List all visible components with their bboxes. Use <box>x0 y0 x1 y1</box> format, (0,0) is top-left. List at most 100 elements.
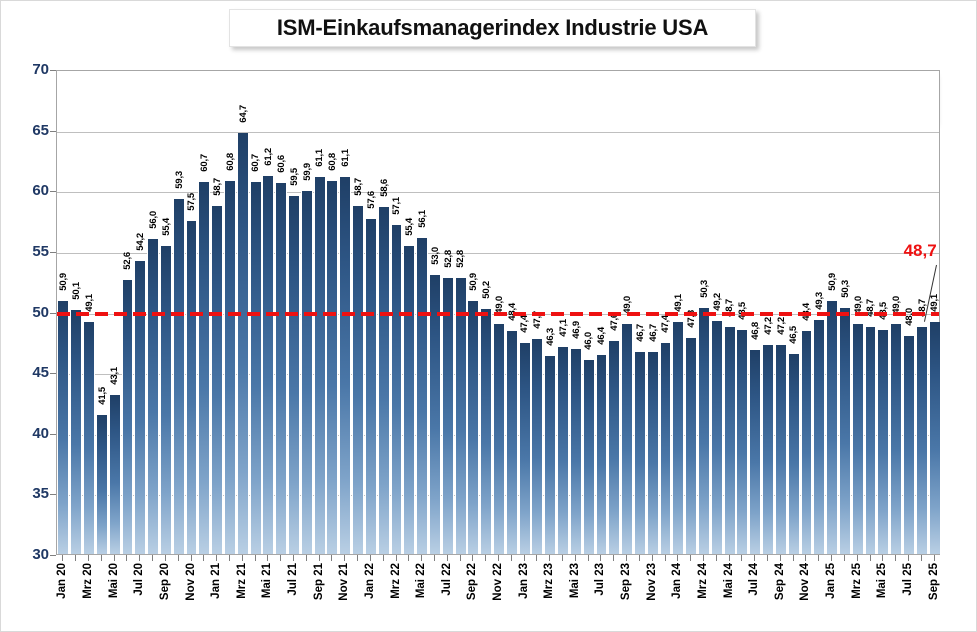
bar[interactable] <box>416 237 429 554</box>
bar[interactable] <box>544 356 557 554</box>
x-axis-tick-mark <box>702 555 704 561</box>
bar[interactable] <box>608 340 621 554</box>
bar[interactable] <box>749 350 762 554</box>
bar[interactable] <box>723 327 736 554</box>
bar[interactable] <box>505 330 518 554</box>
bar[interactable] <box>275 182 288 554</box>
bar-value-label: 46,7 <box>634 323 646 342</box>
bar[interactable] <box>313 176 326 554</box>
x-axis-tick-mark <box>895 555 897 561</box>
bar[interactable] <box>915 327 928 554</box>
bar-value-label: 57,1 <box>391 197 403 216</box>
gridline <box>57 131 939 133</box>
x-axis-tick-label: Mai 24 <box>722 563 735 599</box>
bar[interactable] <box>787 353 800 554</box>
bar[interactable] <box>877 329 890 554</box>
bar[interactable] <box>826 300 839 554</box>
bar[interactable] <box>569 349 582 554</box>
bar[interactable] <box>441 277 454 554</box>
bar[interactable] <box>147 238 160 554</box>
bar[interactable] <box>774 345 787 554</box>
bar[interactable] <box>108 395 121 554</box>
bar-value-label: 41,5 <box>96 386 108 405</box>
y-axis-tick-label: 55 <box>32 242 49 260</box>
bar[interactable] <box>70 310 83 554</box>
bar-value-label: 61,1 <box>314 148 326 167</box>
y-axis-tick-mark <box>50 494 56 496</box>
bar[interactable] <box>352 206 365 554</box>
bar[interactable] <box>928 322 941 554</box>
bar-value-label: 50,2 <box>480 281 492 299</box>
bar[interactable] <box>736 329 749 554</box>
bar[interactable] <box>838 307 851 554</box>
bar[interactable] <box>326 180 339 554</box>
x-axis-tick-label: Nov 20 <box>184 563 197 601</box>
bar[interactable] <box>813 320 826 554</box>
bar[interactable] <box>198 181 211 554</box>
bar[interactable] <box>493 323 505 554</box>
bar[interactable] <box>685 338 698 554</box>
bar[interactable] <box>762 345 774 554</box>
x-axis-tick-label: Mrz 21 <box>235 563 248 599</box>
bar-value-label: 59,5 <box>288 168 300 187</box>
bar-value-label: 60,7 <box>250 153 262 172</box>
bar[interactable] <box>377 207 390 554</box>
bar[interactable] <box>890 323 903 554</box>
x-axis-tick-mark <box>600 555 602 561</box>
bar[interactable] <box>518 343 531 554</box>
bar[interactable] <box>185 220 198 554</box>
x-axis-tick-mark <box>818 555 820 561</box>
bar-value-label: 60,8 <box>327 152 339 171</box>
bar[interactable] <box>262 175 275 554</box>
bar[interactable] <box>134 260 147 554</box>
bar[interactable] <box>390 225 403 554</box>
bar[interactable] <box>300 191 313 554</box>
bar[interactable] <box>83 322 95 554</box>
bar[interactable] <box>557 346 569 554</box>
bar[interactable] <box>364 219 377 554</box>
bar[interactable] <box>288 196 300 554</box>
bar-value-label: 50,9 <box>58 272 70 291</box>
bar[interactable] <box>659 343 672 554</box>
x-axis-tick-mark <box>139 555 141 561</box>
bar[interactable] <box>595 355 608 554</box>
bar[interactable] <box>95 414 108 554</box>
bar[interactable] <box>467 300 480 554</box>
bar[interactable] <box>646 351 659 554</box>
bar[interactable] <box>57 300 70 554</box>
bar[interactable] <box>698 307 710 554</box>
bar[interactable] <box>800 330 813 554</box>
bar[interactable] <box>428 275 441 554</box>
bar[interactable] <box>121 279 134 554</box>
bar[interactable] <box>249 181 262 554</box>
bar[interactable] <box>621 323 634 554</box>
bar[interactable] <box>672 322 685 554</box>
x-axis-tick-mark <box>907 555 909 561</box>
bar[interactable] <box>211 206 224 554</box>
bar[interactable] <box>480 309 493 554</box>
bar[interactable] <box>582 360 595 554</box>
bar[interactable] <box>159 246 172 554</box>
bar-value-label: 60,7 <box>199 153 211 172</box>
bar[interactable] <box>851 323 864 554</box>
x-axis-tick-mark <box>62 555 64 561</box>
bar[interactable] <box>903 335 915 554</box>
x-axis-tick-mark <box>613 555 615 561</box>
bar[interactable] <box>236 133 249 554</box>
x-axis-tick-mark <box>293 555 294 561</box>
bar[interactable] <box>710 321 723 554</box>
x-axis-tick-mark <box>831 555 833 561</box>
bar[interactable] <box>223 180 236 554</box>
x-axis-tick-mark <box>626 555 628 561</box>
bar[interactable] <box>339 176 352 554</box>
bar-value-label: 49,1 <box>929 294 941 313</box>
bar[interactable] <box>633 351 646 554</box>
x-axis-tick-mark <box>856 555 858 561</box>
bar-value-label: 46,5 <box>788 325 800 344</box>
bar[interactable] <box>403 246 416 554</box>
bar[interactable] <box>864 327 877 554</box>
bar[interactable] <box>172 198 185 554</box>
bar[interactable] <box>454 277 467 554</box>
bar[interactable] <box>531 339 544 554</box>
bar-value-label: 56,0 <box>147 210 159 229</box>
